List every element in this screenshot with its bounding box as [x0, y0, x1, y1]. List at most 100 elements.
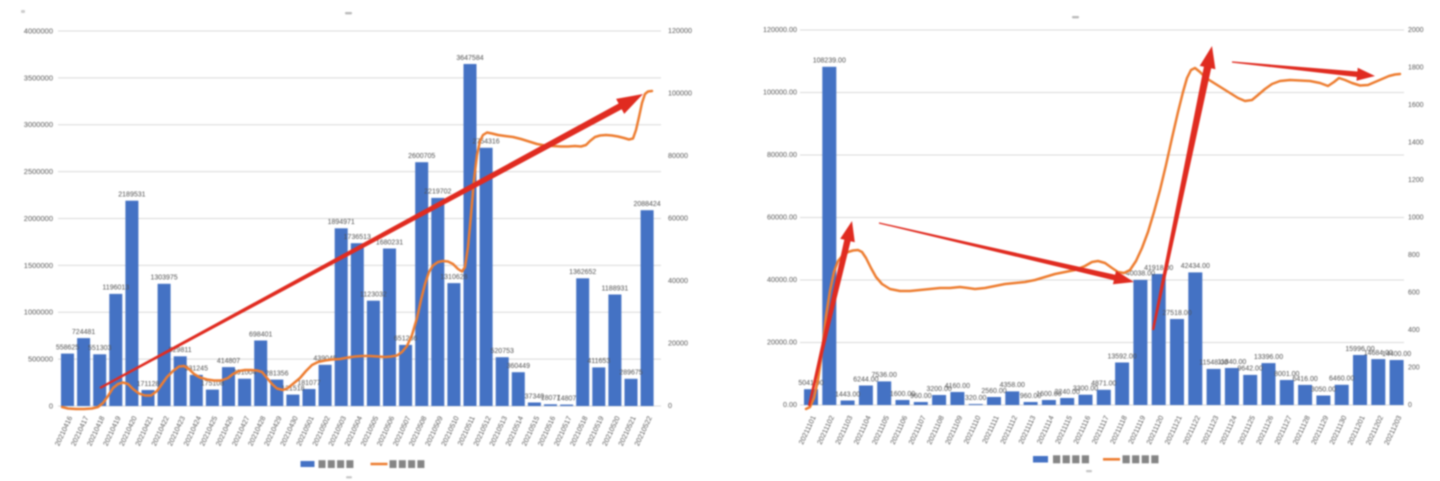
svg-text:1123032: 1123032	[360, 292, 387, 299]
svg-text:4160.00: 4160.00	[945, 383, 970, 390]
svg-text:18077: 18077	[541, 395, 561, 402]
svg-text:3200.00: 3200.00	[926, 386, 951, 393]
svg-text:14400.00: 14400.00	[1382, 351, 1411, 358]
svg-text:2600705: 2600705	[408, 153, 435, 160]
svg-text:1894971: 1894971	[328, 219, 355, 226]
svg-text:2754316: 2754316	[472, 139, 499, 146]
svg-text:4358.00: 4358.00	[1000, 382, 1025, 389]
svg-text:4871.00: 4871.00	[1091, 381, 1116, 388]
svg-text:800: 800	[1408, 252, 1420, 259]
svg-text:13592.00: 13592.00	[1107, 353, 1136, 360]
svg-text:27518.00: 27518.00	[1162, 310, 1191, 317]
svg-text:108239.00: 108239.00	[813, 58, 846, 65]
svg-text:320.00: 320.00	[965, 395, 987, 402]
svg-text:2000000: 2000000	[24, 214, 53, 223]
svg-text:3500000: 3500000	[24, 73, 53, 82]
svg-text:724481: 724481	[72, 329, 95, 336]
svg-text:20000: 20000	[668, 339, 688, 348]
svg-text:6416.00: 6416.00	[1292, 376, 1317, 383]
svg-text:1000: 1000	[1408, 215, 1424, 222]
svg-text:175108: 175108	[201, 380, 224, 387]
svg-text:181077: 181077	[297, 380, 320, 387]
svg-text:698401: 698401	[249, 331, 272, 338]
svg-text:960.00: 960.00	[910, 393, 932, 400]
svg-text:13396.00: 13396.00	[1254, 354, 1283, 361]
svg-text:520753: 520753	[491, 348, 514, 355]
svg-text:2500000: 2500000	[24, 167, 53, 176]
svg-text:1600.00: 1600.00	[1036, 391, 1061, 398]
svg-text:1303975: 1303975	[150, 275, 177, 282]
svg-text:414807: 414807	[217, 358, 240, 365]
svg-text:120000: 120000	[668, 26, 692, 35]
svg-text:2088424: 2088424	[633, 201, 660, 208]
svg-text:80000.00: 80000.00	[767, 150, 797, 159]
svg-text:120000.00: 120000.00	[763, 25, 797, 34]
svg-text:1500000: 1500000	[24, 261, 53, 270]
svg-text:558625: 558625	[56, 344, 79, 351]
svg-text:500000: 500000	[28, 355, 53, 364]
svg-text:100000: 100000	[668, 89, 692, 98]
svg-text:14684.00: 14684.00	[1364, 350, 1393, 357]
svg-text:14807: 14807	[557, 395, 577, 402]
svg-text:40000: 40000	[668, 276, 688, 285]
svg-text:3050.00: 3050.00	[1311, 386, 1336, 393]
svg-text:15996.00: 15996.00	[1345, 346, 1374, 353]
svg-text:6244.00: 6244.00	[853, 376, 878, 383]
svg-text:2189531: 2189531	[118, 192, 145, 199]
svg-text:439045: 439045	[313, 356, 336, 363]
svg-text:1600: 1600	[1408, 102, 1424, 109]
svg-text:2240.00: 2240.00	[1055, 389, 1080, 396]
svg-text:1000000: 1000000	[24, 308, 53, 317]
svg-text:281356: 281356	[265, 370, 288, 377]
svg-text:0: 0	[668, 401, 672, 410]
svg-text:5041.00: 5041.00	[798, 380, 823, 387]
svg-text:200: 200	[1408, 365, 1420, 372]
svg-text:400: 400	[1408, 327, 1420, 334]
svg-text:1736513: 1736513	[344, 234, 371, 241]
svg-text:11840.00: 11840.00	[1218, 359, 1247, 366]
svg-text:60000.00: 60000.00	[767, 213, 797, 222]
svg-text:1800: 1800	[1408, 65, 1424, 72]
svg-text:600: 600	[1408, 290, 1420, 297]
svg-text:40038.00: 40038.00	[1126, 271, 1155, 278]
svg-text:1196013: 1196013	[102, 285, 129, 292]
svg-text:1200: 1200	[1408, 177, 1424, 184]
svg-text:1680231: 1680231	[376, 239, 403, 246]
svg-text:40000.00: 40000.00	[767, 275, 797, 284]
svg-text:9642.00: 9642.00	[1238, 366, 1263, 373]
svg-text:1310628: 1310628	[440, 274, 467, 281]
svg-text:4000000: 4000000	[24, 26, 53, 35]
svg-text:651236: 651236	[394, 336, 417, 343]
svg-text:121518: 121518	[281, 385, 304, 392]
svg-text:411653: 411653	[587, 358, 610, 365]
svg-text:2560.00: 2560.00	[981, 388, 1006, 395]
svg-text:11548.00: 11548.00	[1199, 360, 1228, 367]
svg-text:1600.00: 1600.00	[890, 391, 915, 398]
svg-text:0.00: 0.00	[783, 400, 797, 409]
svg-text:291004: 291004	[233, 370, 256, 377]
svg-text:360449: 360449	[507, 363, 530, 370]
svg-text:3647584: 3647584	[456, 55, 483, 62]
svg-text:331245: 331245	[185, 366, 208, 373]
svg-text:42434.00: 42434.00	[1181, 263, 1210, 270]
svg-text:2000: 2000	[1408, 27, 1424, 34]
svg-text:960.00: 960.00	[1020, 393, 1042, 400]
svg-text:37340: 37340	[525, 393, 545, 400]
svg-text:41918.00: 41918.00	[1144, 265, 1173, 272]
svg-text:6460.00: 6460.00	[1329, 376, 1354, 383]
svg-text:1188931: 1188931	[602, 285, 629, 292]
svg-text:3300.00: 3300.00	[1073, 386, 1098, 393]
svg-text:20000.00: 20000.00	[767, 338, 797, 347]
svg-text:551303: 551303	[88, 345, 111, 352]
svg-text:0: 0	[49, 401, 53, 410]
svg-text:3000000: 3000000	[24, 120, 53, 129]
svg-text:1400: 1400	[1408, 140, 1424, 147]
svg-text:1362652: 1362652	[569, 269, 596, 276]
svg-text:8001.00: 8001.00	[1274, 371, 1299, 378]
svg-text:100000.00: 100000.00	[763, 88, 797, 97]
svg-text:7536.00: 7536.00	[872, 372, 897, 379]
svg-text:171128: 171128	[137, 381, 160, 388]
svg-text:289675: 289675	[619, 370, 642, 377]
svg-text:80000: 80000	[668, 151, 688, 160]
svg-text:529811: 529811	[169, 347, 192, 354]
